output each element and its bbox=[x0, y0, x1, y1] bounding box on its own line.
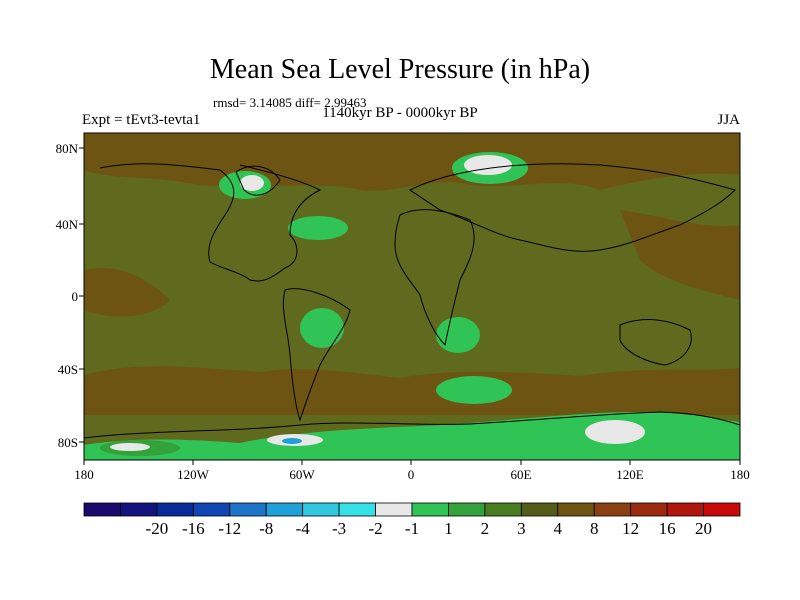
coastlines bbox=[84, 163, 740, 439]
anomaly-south-america bbox=[300, 308, 344, 348]
colorbar-label: 1 bbox=[444, 519, 453, 538]
coastline-south-america bbox=[282, 288, 351, 422]
neutral-greenland bbox=[240, 175, 264, 191]
colorbar-label: -3 bbox=[332, 519, 347, 538]
colorbar-swatch bbox=[120, 502, 158, 517]
lon-tick-60e: 60E bbox=[510, 467, 532, 482]
lat-tick-0: 0 bbox=[71, 289, 79, 304]
experiment-label: Expt = tEvt3-tevta1 bbox=[82, 112, 201, 128]
colorbar-swatch bbox=[703, 502, 741, 517]
warm-patch-westpacific bbox=[620, 210, 740, 300]
axis-ticks bbox=[79, 147, 741, 465]
warm-patch-pacific bbox=[84, 268, 170, 317]
colorbar-swatch bbox=[375, 502, 413, 517]
colorbar-swatch bbox=[520, 502, 559, 517]
warm-band-south bbox=[84, 366, 740, 415]
lon-tick-0: 0 bbox=[407, 467, 415, 482]
coastline-north-america bbox=[99, 163, 322, 282]
period-label: 1140kyr BP - 0000kyr BP bbox=[322, 105, 478, 121]
lon-tick-180e: 180 bbox=[730, 467, 750, 482]
colorbar-label: 3 bbox=[517, 519, 526, 538]
colorbar-label: 12 bbox=[622, 519, 640, 538]
lon-tick-60w: 60W bbox=[289, 467, 315, 482]
anomaly-antarctic bbox=[84, 412, 740, 460]
lat-tick-80s: 80S bbox=[57, 435, 78, 450]
colorbar-swatch bbox=[593, 502, 632, 517]
coastline-africa bbox=[394, 209, 475, 347]
colorbar-swatch bbox=[666, 502, 704, 517]
anomaly-north-atlantic bbox=[288, 216, 348, 240]
lat-tick-40n: 40N bbox=[55, 217, 78, 232]
colorbar-swatch bbox=[484, 502, 522, 517]
coastline-eurasia bbox=[409, 163, 736, 252]
colorbar-label: -4 bbox=[295, 519, 310, 538]
colorbar-label: -1 bbox=[404, 519, 420, 538]
season-label: JJA bbox=[717, 112, 740, 128]
neutral-ross-sea bbox=[110, 443, 150, 451]
colorbar bbox=[83, 502, 741, 517]
colorbar-swatch bbox=[411, 502, 449, 517]
colorbar-swatch bbox=[156, 502, 194, 517]
lon-tick-180w: 180 bbox=[74, 467, 94, 482]
colorbar-swatch bbox=[83, 502, 121, 517]
colorbar-swatch bbox=[557, 502, 595, 517]
coastline-greenland bbox=[235, 165, 281, 196]
neutral-east-antarctica bbox=[585, 420, 645, 444]
colorbar-label: -2 bbox=[368, 519, 383, 538]
colorbar-swatch bbox=[630, 502, 668, 517]
colorbar-label: 20 bbox=[695, 519, 713, 538]
lon-tick-120w: 120W bbox=[177, 467, 209, 482]
colorbar-label: -8 bbox=[259, 519, 274, 538]
colorbar-label: 2 bbox=[480, 519, 490, 538]
negative-antarctic-peninsula bbox=[282, 438, 302, 444]
colorbar-swatch bbox=[302, 502, 340, 517]
map-title: Mean Sea Level Pressure (in hPa) bbox=[209, 54, 591, 85]
colorbar-label: 16 bbox=[658, 519, 676, 538]
colorbar-label: 8 bbox=[589, 519, 599, 538]
colorbar-label: -16 bbox=[181, 519, 205, 538]
rmsd-diff-stats: rmsd= 3.14085 diff= 2.99463 bbox=[213, 95, 367, 110]
colorbar-label: -20 bbox=[145, 519, 169, 538]
colorbar-label: -12 bbox=[218, 519, 242, 538]
neutral-arctic bbox=[464, 155, 512, 175]
colorbar-swatch bbox=[192, 502, 231, 517]
anomaly-south-atlantic bbox=[436, 376, 512, 404]
pressure-field bbox=[84, 133, 740, 460]
colorbar-swatch bbox=[448, 502, 486, 517]
colorbar-swatch bbox=[229, 502, 267, 517]
lon-tick-120e: 120E bbox=[616, 467, 644, 482]
colorbar-swatch bbox=[265, 502, 304, 517]
lat-tick-40s: 40S bbox=[57, 362, 78, 377]
lat-tick-80n: 80N bbox=[55, 141, 78, 156]
colorbar-swatch bbox=[338, 502, 376, 517]
colorbar-label: 4 bbox=[553, 519, 563, 538]
coastline-antarctica bbox=[84, 411, 740, 439]
anomaly-southern-africa bbox=[436, 317, 480, 353]
coastline-australia bbox=[619, 319, 692, 366]
